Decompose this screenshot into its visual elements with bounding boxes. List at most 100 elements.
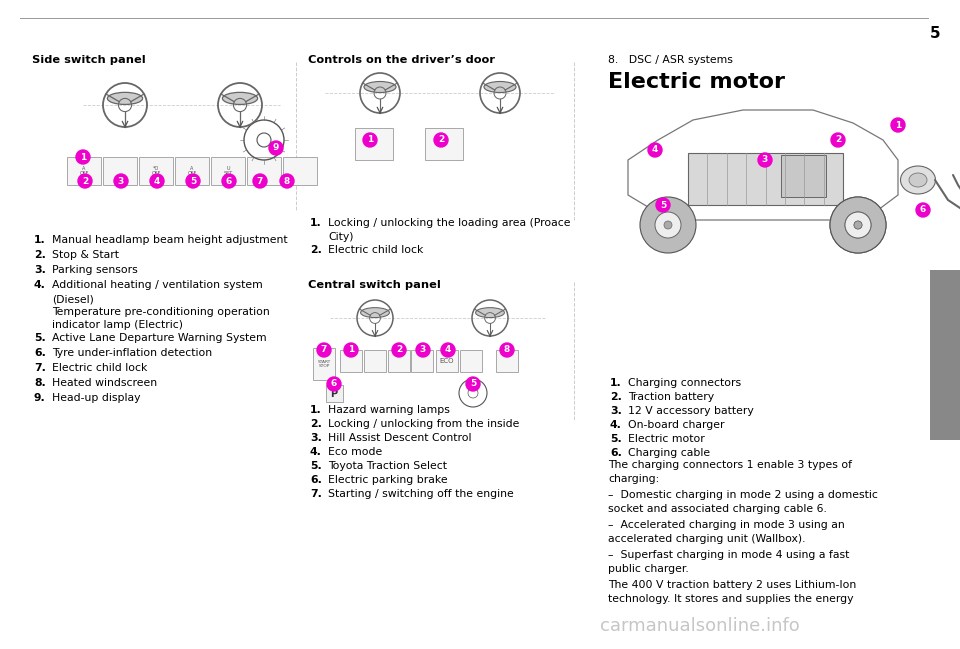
Circle shape: [830, 197, 886, 253]
Bar: [460, 350, 482, 372]
Circle shape: [664, 221, 672, 229]
Text: Traction battery: Traction battery: [628, 392, 714, 402]
Text: Overview: Overview: [939, 328, 951, 384]
Text: A
OFF: A OFF: [187, 165, 197, 177]
Bar: [340, 350, 362, 372]
Bar: [326, 385, 343, 402]
Bar: [425, 128, 463, 160]
Bar: [247, 157, 281, 185]
Text: Charging cable: Charging cable: [628, 448, 710, 458]
Circle shape: [434, 133, 448, 147]
Circle shape: [648, 143, 662, 157]
Ellipse shape: [475, 308, 504, 317]
Bar: [211, 157, 245, 185]
Text: 8: 8: [504, 345, 510, 354]
Circle shape: [222, 174, 236, 188]
Text: The charging connectors 1 enable 3 types of: The charging connectors 1 enable 3 types…: [608, 460, 852, 470]
Text: 5.: 5.: [310, 461, 322, 471]
Text: 5.: 5.: [34, 333, 46, 343]
Circle shape: [831, 133, 845, 147]
Circle shape: [76, 150, 90, 164]
Text: 7.: 7.: [34, 363, 46, 373]
Text: Electric parking brake: Electric parking brake: [328, 475, 447, 485]
Text: 5.: 5.: [610, 434, 622, 444]
Text: Electric motor: Electric motor: [608, 72, 785, 92]
Circle shape: [655, 212, 681, 238]
Text: 1.: 1.: [34, 235, 46, 245]
Ellipse shape: [223, 92, 257, 104]
Text: On-board charger: On-board charger: [628, 420, 725, 430]
Circle shape: [392, 343, 406, 357]
Circle shape: [466, 377, 480, 391]
Text: public charger.: public charger.: [608, 564, 688, 574]
Circle shape: [845, 212, 871, 238]
Circle shape: [656, 198, 670, 212]
Text: 4: 4: [154, 177, 160, 186]
Circle shape: [253, 174, 267, 188]
Text: carmanualsonline.info: carmanualsonline.info: [600, 617, 800, 635]
Circle shape: [186, 174, 200, 188]
Text: Temperature pre-conditioning operation: Temperature pre-conditioning operation: [52, 307, 270, 317]
Text: 1: 1: [895, 121, 901, 130]
Bar: [283, 157, 317, 185]
Text: Charging connectors: Charging connectors: [628, 378, 741, 388]
Text: 2: 2: [396, 345, 402, 354]
Circle shape: [854, 221, 862, 229]
Ellipse shape: [108, 92, 143, 104]
Text: 2: 2: [835, 136, 841, 145]
Bar: [103, 157, 137, 185]
Circle shape: [758, 153, 772, 167]
Circle shape: [441, 343, 455, 357]
Text: 1: 1: [367, 136, 373, 145]
Text: 4: 4: [444, 345, 451, 354]
Text: 6.: 6.: [310, 475, 322, 485]
Bar: [67, 157, 101, 185]
Text: charging:: charging:: [608, 474, 660, 484]
Bar: [496, 350, 518, 372]
Text: Electric motor: Electric motor: [628, 434, 705, 444]
Text: 1: 1: [80, 153, 86, 162]
Text: Tyre under-inflation detection: Tyre under-inflation detection: [52, 348, 212, 358]
Text: The 400 V traction battery 2 uses Lithium-Ion: The 400 V traction battery 2 uses Lithiu…: [608, 580, 856, 590]
Text: 3: 3: [762, 156, 768, 164]
Text: 1.: 1.: [610, 378, 622, 388]
Ellipse shape: [484, 82, 516, 93]
Text: 5: 5: [190, 177, 196, 186]
Circle shape: [830, 197, 886, 253]
Text: Locking / unlocking from the inside: Locking / unlocking from the inside: [328, 419, 519, 429]
Text: 4.: 4.: [34, 280, 46, 290]
Text: Manual headlamp beam height adjustment: Manual headlamp beam height adjustment: [52, 235, 288, 245]
Circle shape: [854, 221, 862, 229]
Text: 4.: 4.: [610, 420, 622, 430]
Text: 5: 5: [929, 26, 940, 41]
Text: City): City): [328, 232, 353, 242]
Text: 6: 6: [331, 380, 337, 389]
Text: *O
OFF: *O OFF: [152, 165, 160, 177]
Circle shape: [363, 133, 377, 147]
Text: 6.: 6.: [34, 348, 46, 358]
Text: Hazard warning lamps: Hazard warning lamps: [328, 405, 450, 415]
Text: 8.: 8.: [34, 378, 46, 388]
Text: Head-up display: Head-up display: [52, 393, 140, 403]
Bar: [930, 270, 960, 440]
Text: 9: 9: [273, 143, 279, 153]
Circle shape: [500, 343, 514, 357]
Text: Parking sensors: Parking sensors: [52, 265, 137, 275]
Text: 2: 2: [438, 136, 444, 145]
Text: Heated windscreen: Heated windscreen: [52, 378, 157, 388]
Text: 1: 1: [348, 345, 354, 354]
Text: 6: 6: [226, 177, 232, 186]
Text: –  Accelerated charging in mode 3 using an: – Accelerated charging in mode 3 using a…: [608, 520, 845, 530]
Text: 1.: 1.: [310, 218, 322, 228]
Text: Controls on the driver’s door: Controls on the driver’s door: [308, 55, 495, 65]
Text: Hill Assist Descent Control: Hill Assist Descent Control: [328, 433, 471, 443]
Text: ECO: ECO: [440, 358, 454, 364]
Text: 7: 7: [257, 177, 263, 186]
Text: 3.: 3.: [610, 406, 622, 416]
Text: 2.: 2.: [310, 419, 322, 429]
Bar: [139, 157, 173, 185]
Text: U
SET: U SET: [224, 165, 232, 177]
Circle shape: [269, 141, 283, 155]
Text: technology. It stores and supplies the energy: technology. It stores and supplies the e…: [608, 594, 853, 604]
Text: indicator lamp (Electric): indicator lamp (Electric): [52, 320, 183, 330]
